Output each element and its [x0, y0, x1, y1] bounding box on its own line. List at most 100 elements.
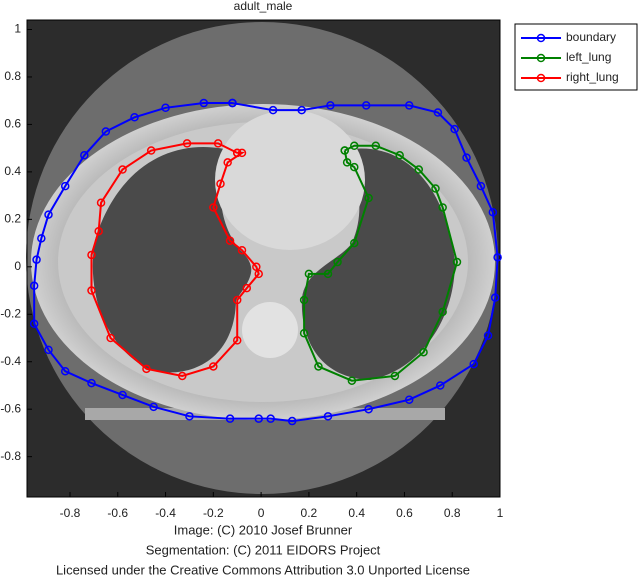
point-marker — [323, 269, 333, 279]
point-marker — [232, 148, 242, 158]
point-marker — [433, 108, 443, 117]
x-tick-label: -0.4 — [155, 506, 176, 520]
point-marker — [44, 210, 53, 219]
point-marker — [333, 257, 342, 267]
point-marker — [436, 381, 445, 390]
point-marker — [404, 395, 414, 404]
x-tick-label: -0.6 — [107, 506, 128, 520]
point-marker — [237, 148, 247, 158]
point-marker — [242, 283, 252, 293]
point-marker — [483, 331, 493, 340]
point-marker — [237, 245, 247, 255]
x-tick-label: -0.8 — [60, 506, 81, 520]
point-marker — [438, 307, 447, 317]
point-marker — [342, 158, 352, 167]
x-tick-label: 1 — [497, 506, 504, 520]
point-marker — [364, 404, 373, 414]
point-marker — [101, 127, 111, 136]
point-marker — [130, 113, 139, 122]
y-tick-label: 0.2 — [4, 212, 21, 226]
point-marker — [199, 98, 209, 108]
legend-label: boundary — [566, 30, 616, 44]
point-marker — [395, 151, 404, 160]
point-marker — [232, 295, 242, 305]
point-marker — [94, 226, 103, 236]
series-line — [90, 142, 260, 377]
point-marker — [488, 207, 498, 217]
point-marker — [228, 98, 237, 108]
x-tick-label: 0.2 — [301, 506, 318, 520]
point-marker — [323, 412, 333, 421]
point-marker — [254, 414, 263, 423]
point-marker — [225, 236, 235, 245]
legend-label: left_lung — [566, 50, 611, 64]
chart-title: adult_male — [234, 0, 293, 13]
y-tick-label: 1 — [14, 22, 21, 36]
point-marker — [209, 203, 218, 212]
point-marker — [80, 151, 89, 160]
x-tick-label: 0 — [258, 506, 265, 520]
point-marker — [37, 234, 46, 243]
point-marker — [118, 390, 127, 400]
point-marker — [404, 101, 414, 110]
point-marker — [314, 362, 323, 371]
point-marker — [29, 319, 39, 329]
point-marker — [29, 281, 39, 291]
point-marker — [390, 371, 400, 381]
point-marker — [268, 105, 278, 115]
y-tick-label: -0.2 — [0, 306, 21, 320]
point-marker — [146, 146, 156, 155]
point-marker — [118, 165, 127, 174]
point-marker — [182, 139, 192, 148]
point-marker — [350, 141, 359, 151]
y-tick-label: 0 — [14, 259, 21, 273]
point-marker — [326, 101, 335, 110]
x-tick-label: 0.8 — [444, 506, 461, 520]
y-tick-label: 0.6 — [4, 117, 21, 131]
point-marker — [225, 414, 235, 423]
legend-label: right_lung — [566, 70, 619, 84]
y-tick-label: -0.6 — [0, 401, 21, 415]
point-marker — [490, 293, 500, 302]
point-marker — [149, 402, 158, 412]
x-tick-label: 0.4 — [348, 506, 365, 520]
point-marker — [438, 203, 447, 212]
point-marker — [254, 269, 263, 279]
point-marker — [216, 179, 225, 188]
point-marker — [252, 262, 261, 272]
point-marker — [450, 124, 459, 134]
point-marker — [232, 336, 242, 345]
point-marker — [142, 364, 151, 374]
point-marker — [371, 141, 381, 151]
point-marker — [185, 412, 194, 421]
point-marker — [299, 295, 309, 305]
ct-image — [26, 20, 500, 497]
point-marker — [287, 416, 297, 426]
point-marker — [299, 329, 309, 338]
point-marker — [493, 253, 502, 262]
point-marker — [476, 181, 486, 191]
point-marker — [209, 362, 218, 371]
footer-line: Segmentation: (C) 2011 EIDORS Project — [146, 542, 381, 557]
point-marker — [266, 414, 275, 423]
y-tick-label: -0.4 — [0, 354, 21, 368]
point-marker — [87, 286, 96, 295]
footer-line: Image: (C) 2010 Josef Brunner — [174, 522, 353, 537]
point-marker — [462, 153, 471, 162]
point-marker — [106, 333, 115, 343]
series-line — [33, 102, 499, 423]
x-tick-label: 0.6 — [396, 506, 413, 520]
point-marker — [87, 250, 96, 260]
point-marker — [347, 376, 357, 385]
legend-marker — [536, 53, 546, 63]
point-marker — [364, 193, 373, 203]
point-marker — [304, 269, 314, 279]
point-marker — [414, 165, 424, 174]
footer-line: Licensed under the Creative Commons Attr… — [56, 562, 470, 577]
point-marker — [350, 162, 359, 172]
point-marker — [419, 347, 428, 357]
y-tick-label: -0.8 — [0, 449, 21, 463]
point-marker — [213, 139, 223, 148]
point-marker — [350, 238, 359, 248]
point-marker — [32, 255, 41, 264]
